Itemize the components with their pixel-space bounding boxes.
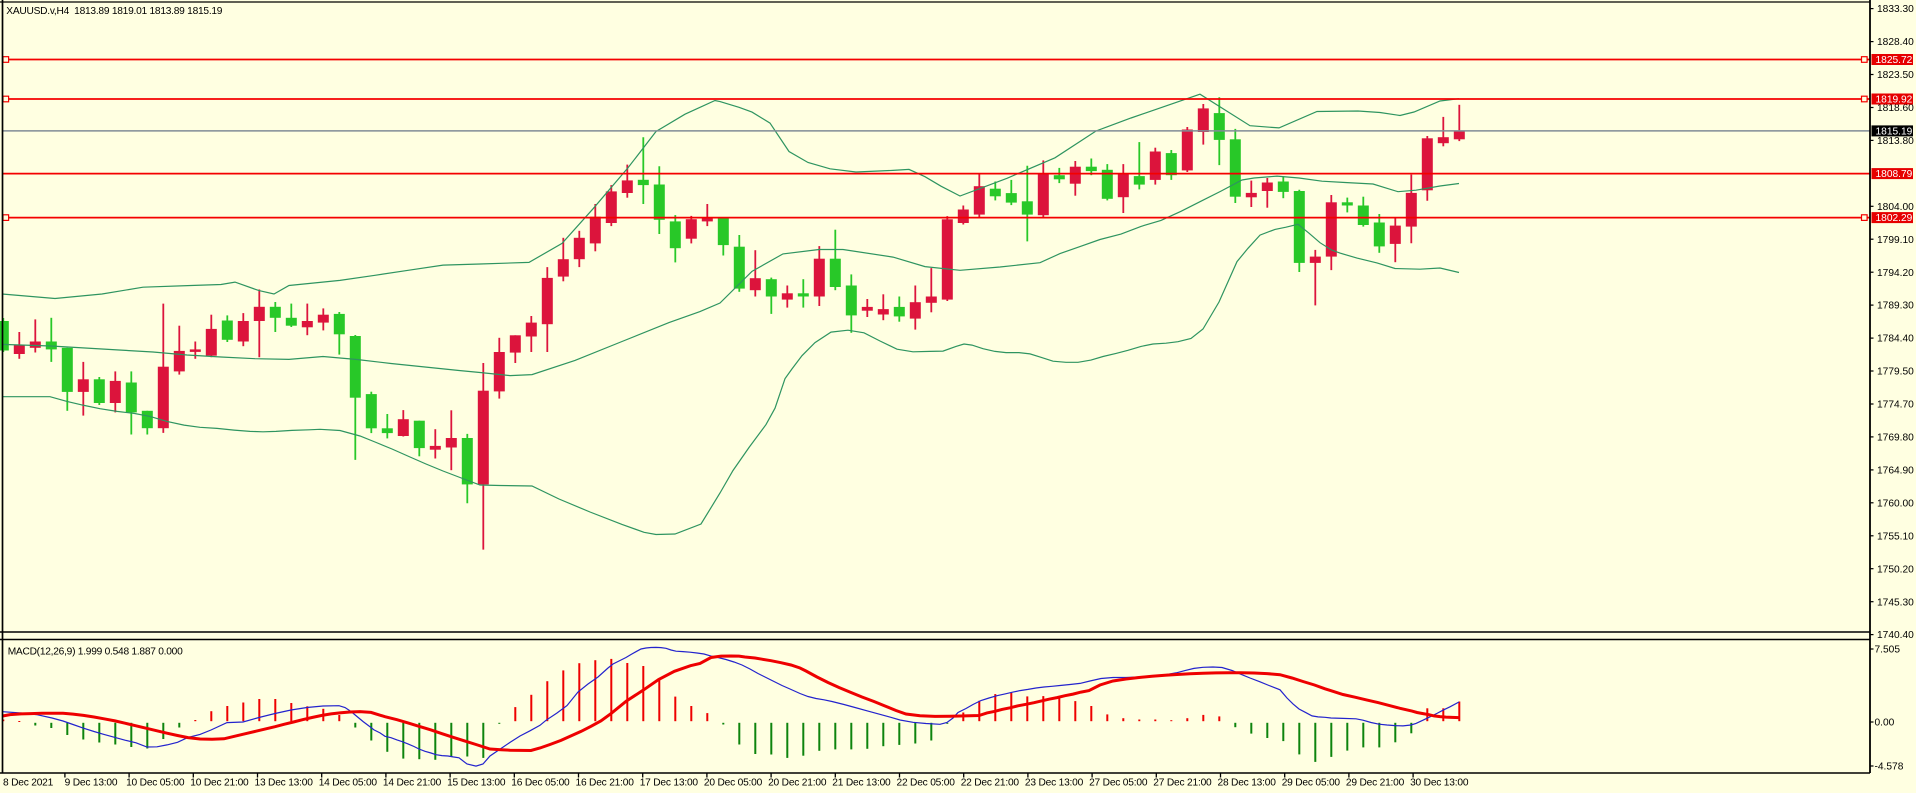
svg-text:1764.90: 1764.90 (1877, 466, 1914, 477)
svg-text:30 Dec 13:00: 30 Dec 13:00 (1410, 778, 1469, 789)
svg-text:1819.92: 1819.92 (1876, 95, 1913, 106)
svg-text:1779.50: 1779.50 (1877, 367, 1914, 378)
svg-text:1745.30: 1745.30 (1877, 597, 1914, 608)
svg-text:1825.72: 1825.72 (1876, 55, 1913, 66)
svg-text:1760.00: 1760.00 (1877, 498, 1914, 509)
svg-text:-4.578: -4.578 (1875, 762, 1904, 773)
svg-text:1808.79: 1808.79 (1876, 169, 1913, 180)
svg-text:1815.19: 1815.19 (1876, 127, 1913, 138)
svg-text:13 Dec 13:00: 13 Dec 13:00 (254, 778, 313, 789)
svg-text:1755.10: 1755.10 (1877, 531, 1914, 542)
svg-text:27 Dec 21:00: 27 Dec 21:00 (1153, 778, 1212, 789)
svg-text:8 Dec 2021: 8 Dec 2021 (3, 778, 54, 789)
svg-text:1750.20: 1750.20 (1877, 564, 1914, 575)
svg-text:1802.29: 1802.29 (1876, 213, 1913, 224)
svg-text:16 Dec 21:00: 16 Dec 21:00 (575, 778, 634, 789)
svg-text:16 Dec 05:00: 16 Dec 05:00 (511, 778, 570, 789)
svg-text:1823.50: 1823.50 (1877, 70, 1914, 81)
svg-text:29 Dec 21:00: 29 Dec 21:00 (1346, 778, 1405, 789)
svg-text:28 Dec 13:00: 28 Dec 13:00 (1217, 778, 1276, 789)
svg-text:0.00: 0.00 (1875, 718, 1895, 729)
svg-text:14 Dec 21:00: 14 Dec 21:00 (383, 778, 442, 789)
svg-text:23 Dec 13:00: 23 Dec 13:00 (1025, 778, 1084, 789)
svg-text:1813.80: 1813.80 (1877, 136, 1914, 147)
svg-text:MACD(12,26,9) 1.999 0.548 1.88: MACD(12,26,9) 1.999 0.548 1.887 0.000 (8, 647, 183, 658)
svg-text:1799.10: 1799.10 (1877, 235, 1914, 246)
svg-text:1794.20: 1794.20 (1877, 268, 1914, 279)
svg-text:1833.30: 1833.30 (1877, 4, 1914, 15)
svg-text:20 Dec 21:00: 20 Dec 21:00 (768, 778, 827, 789)
svg-text:7.505: 7.505 (1875, 645, 1901, 656)
svg-text:1784.40: 1784.40 (1877, 334, 1914, 345)
svg-text:29 Dec 05:00: 29 Dec 05:00 (1282, 778, 1341, 789)
svg-text:1789.30: 1789.30 (1877, 301, 1914, 312)
svg-text:21 Dec 13:00: 21 Dec 13:00 (832, 778, 891, 789)
svg-text:22 Dec 21:00: 22 Dec 21:00 (961, 778, 1020, 789)
svg-text:1774.70: 1774.70 (1877, 400, 1914, 411)
svg-text:15 Dec 13:00: 15 Dec 13:00 (447, 778, 506, 789)
svg-text:17 Dec 13:00: 17 Dec 13:00 (640, 778, 699, 789)
svg-text:XAUUSD.v,H4 1813.89 1819.01 1: XAUUSD.v,H4 1813.89 1819.01 1813.89 1815… (6, 6, 223, 17)
svg-text:1828.40: 1828.40 (1877, 37, 1914, 48)
svg-text:27 Dec 05:00: 27 Dec 05:00 (1089, 778, 1148, 789)
svg-text:10 Dec 05:00: 10 Dec 05:00 (126, 778, 185, 789)
svg-text:22 Dec 05:00: 22 Dec 05:00 (896, 778, 955, 789)
svg-text:10 Dec 21:00: 10 Dec 21:00 (190, 778, 249, 789)
svg-text:1740.40: 1740.40 (1877, 630, 1914, 641)
svg-text:14 Dec 05:00: 14 Dec 05:00 (319, 778, 378, 789)
svg-text:1818.60: 1818.60 (1877, 103, 1914, 114)
svg-text:1769.80: 1769.80 (1877, 433, 1914, 444)
svg-text:9 Dec 13:00: 9 Dec 13:00 (65, 778, 118, 789)
svg-text:1804.00: 1804.00 (1877, 202, 1914, 213)
svg-text:20 Dec 05:00: 20 Dec 05:00 (704, 778, 763, 789)
